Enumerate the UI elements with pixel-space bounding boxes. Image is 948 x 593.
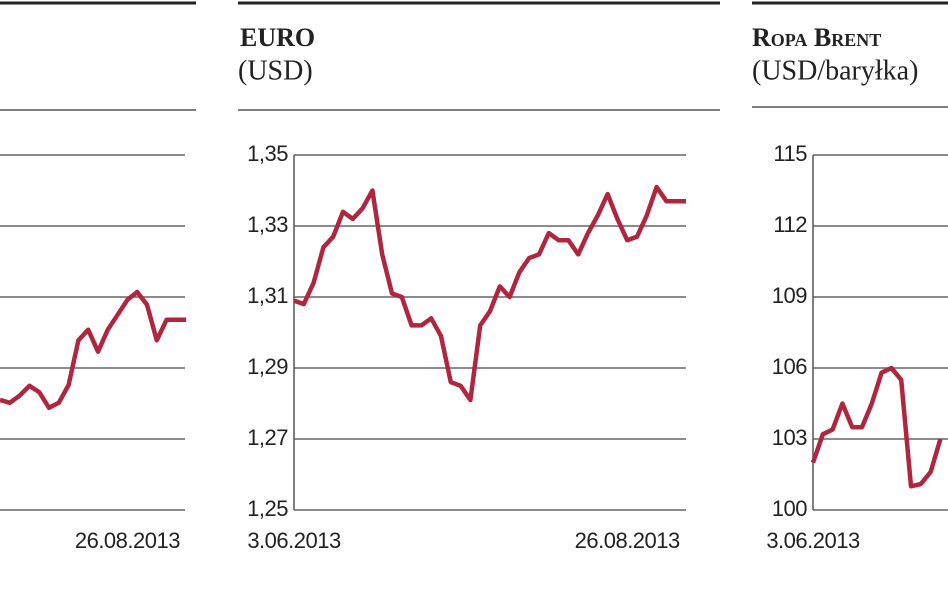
y-tick-label: 1,31 — [247, 283, 288, 308]
y-tick-label: 100 — [772, 496, 807, 521]
y-tick-label: 1,25 — [247, 496, 288, 521]
data-line — [293, 184, 686, 403]
y-tick-label: 1,33 — [247, 212, 288, 237]
y-tick-label: 1,29 — [247, 354, 288, 379]
y-tick-label: 115 — [773, 141, 807, 166]
y-tick-label: 1,27 — [247, 425, 288, 450]
chart-title: EURO — [240, 23, 315, 52]
y-tick-label: 109 — [772, 283, 807, 308]
y-tick-label: 106 — [772, 354, 807, 379]
chart-title: Ropa Brent — [752, 23, 881, 52]
left-grid — [0, 154, 185, 511]
data-line — [0, 289, 187, 411]
x-tick-label: 3.06.2013 — [247, 528, 341, 553]
data-line — [810, 365, 943, 489]
y-tick-label: 1,35 — [247, 141, 288, 166]
y-tick-label: 112 — [773, 212, 807, 237]
x-tick-label: 26.08.2013 — [75, 528, 180, 553]
chart-subtitle: (USD/baryłka) — [752, 55, 918, 86]
y-tick-label: 103 — [772, 425, 807, 450]
x-tick-label: 26.08.2013 — [575, 528, 680, 553]
x-tick-label: 3.06.2013 — [766, 528, 860, 553]
chart-subtitle: (USD) — [238, 55, 313, 86]
